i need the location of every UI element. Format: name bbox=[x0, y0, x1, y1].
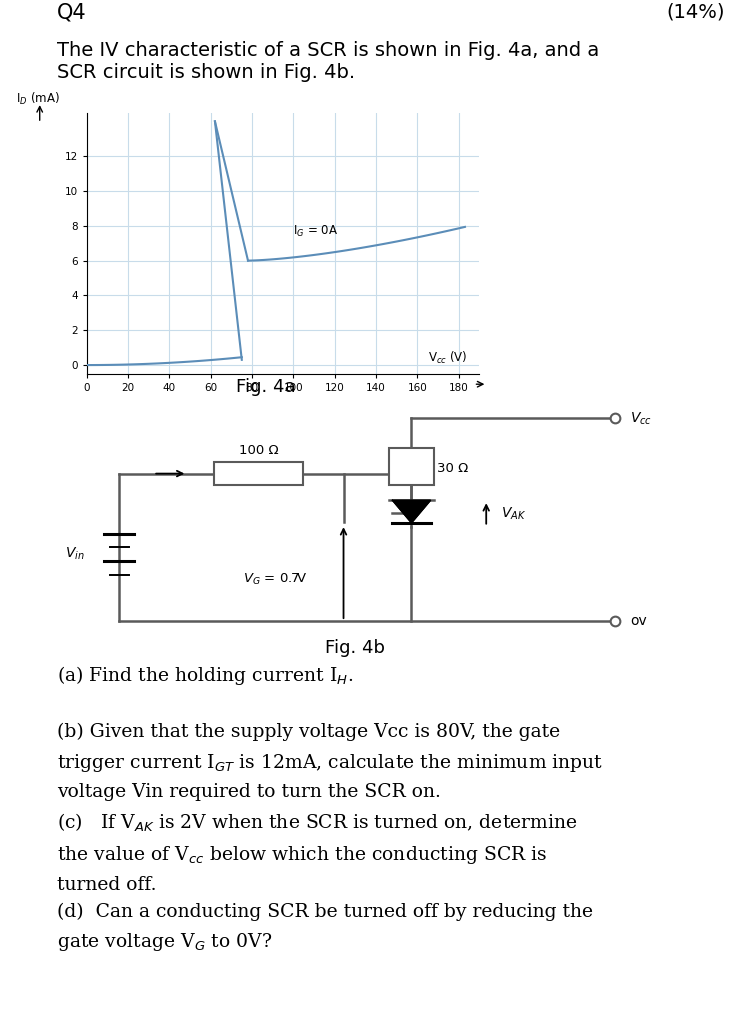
Text: 30 Ω: 30 Ω bbox=[437, 462, 469, 474]
Text: Fig. 4a: Fig. 4a bbox=[236, 378, 296, 395]
Text: Fig. 4b: Fig. 4b bbox=[325, 639, 385, 657]
Text: (14%): (14%) bbox=[667, 2, 725, 22]
Bar bbox=[214, 462, 303, 485]
Polygon shape bbox=[393, 501, 430, 523]
Text: I$_G$ = 0A: I$_G$ = 0A bbox=[294, 223, 338, 239]
Text: V$_{cc}$ (V): V$_{cc}$ (V) bbox=[428, 350, 467, 367]
Text: 100 Ω: 100 Ω bbox=[239, 444, 279, 458]
Text: $V_{cc}$: $V_{cc}$ bbox=[630, 410, 652, 427]
Text: ov: ov bbox=[630, 614, 647, 628]
Text: $V_{in}$: $V_{in}$ bbox=[65, 546, 85, 562]
Text: $V_{AK}$: $V_{AK}$ bbox=[501, 505, 526, 521]
Text: (a) Find the holding current I$_H$.

(b) Given that the supply voltage Vcc is 80: (a) Find the holding current I$_H$. (b) … bbox=[57, 664, 603, 953]
Text: Q4: Q4 bbox=[57, 2, 86, 23]
Text: $V_G$ = 0.7V: $V_G$ = 0.7V bbox=[243, 572, 308, 587]
Text: The IV characteristic of a SCR is shown in Fig. 4a, and a
SCR circuit is shown i: The IV characteristic of a SCR is shown … bbox=[57, 41, 599, 82]
Text: I$_D$ (mA): I$_D$ (mA) bbox=[16, 91, 60, 108]
Bar bbox=[389, 449, 434, 485]
